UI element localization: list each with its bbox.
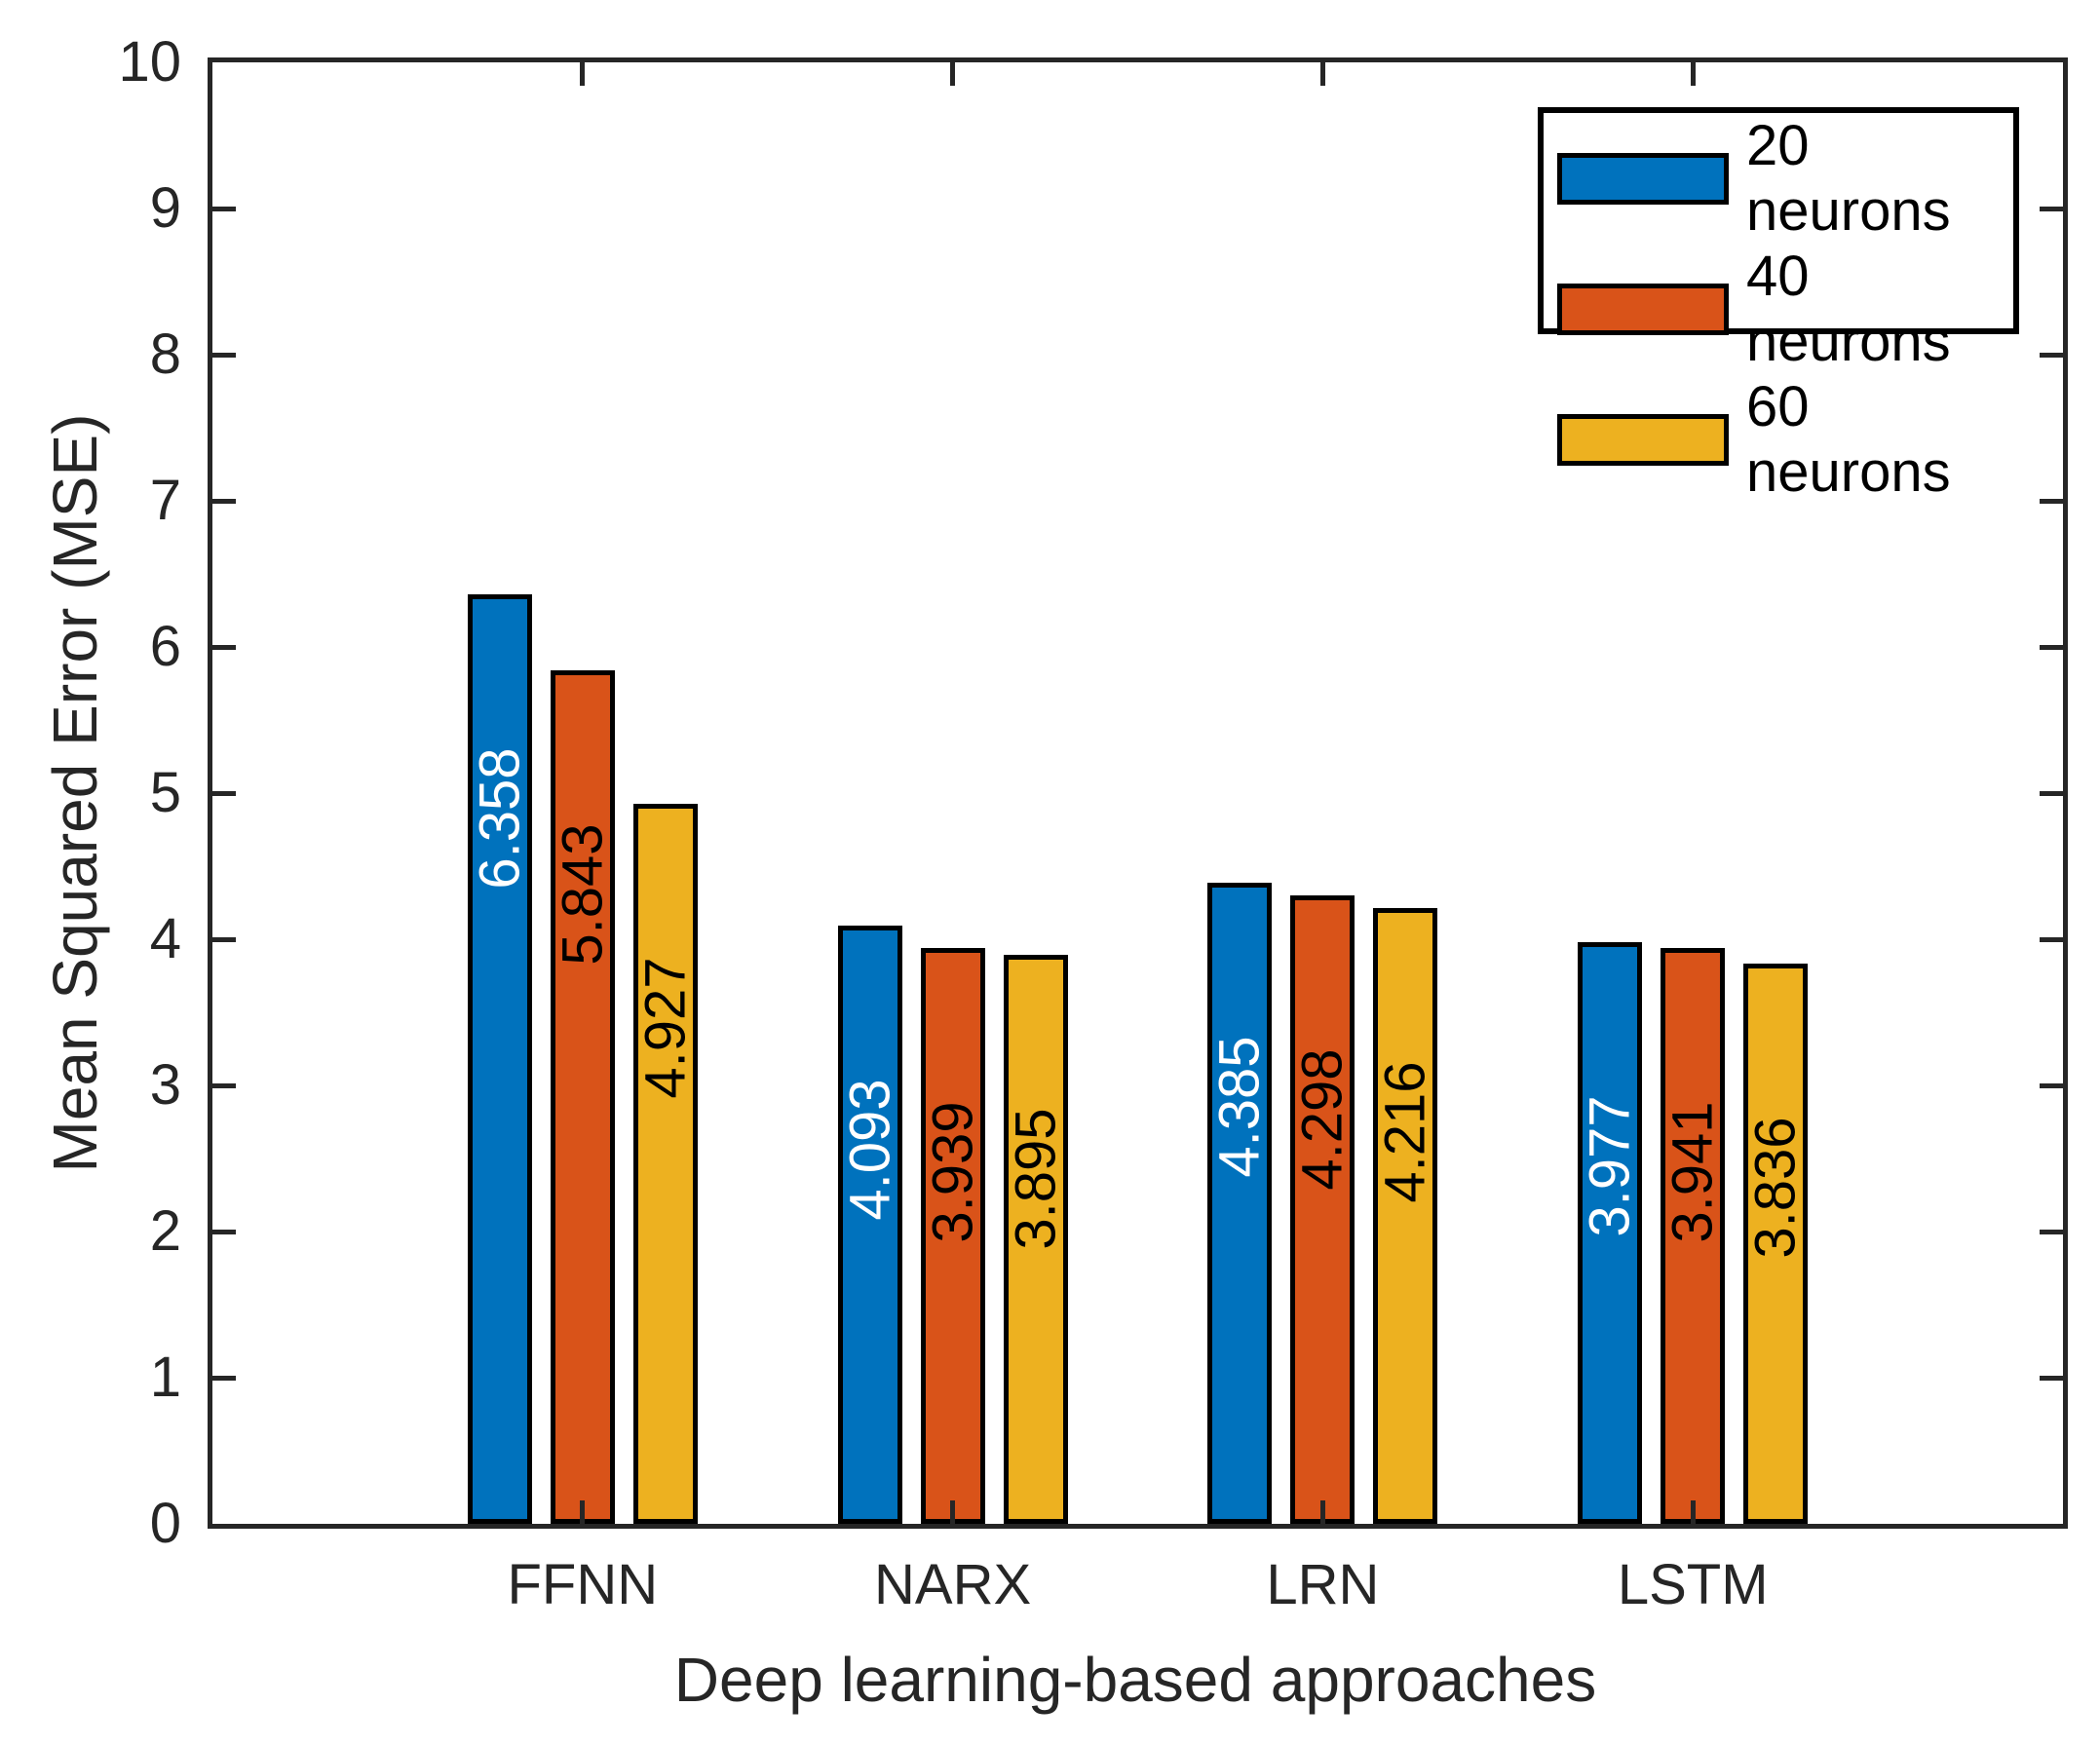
x-tick-label: LSTM <box>1617 1553 1769 1616</box>
y-tick-label: 8 <box>149 322 181 386</box>
y-tick-label: 10 <box>118 30 181 94</box>
y-tick-label: 1 <box>149 1346 181 1409</box>
y-tick <box>212 498 236 504</box>
bar-lstm-20-neurons: 3.977 <box>1578 942 1643 1524</box>
x-tick <box>950 1500 956 1524</box>
legend-swatch-20-neurons <box>1557 152 1729 205</box>
bar-value-label: 3.977 <box>1578 1095 1642 1238</box>
legend-label: 40 neurons <box>1746 245 1951 373</box>
y-tick <box>212 352 236 358</box>
y-tick <box>212 1082 236 1088</box>
y-tick <box>2040 206 2063 211</box>
y-tick <box>212 1229 236 1234</box>
bar-lstm-60-neurons: 3.836 <box>1743 963 1809 1524</box>
y-tick <box>212 1375 236 1381</box>
y-tick-label: 9 <box>149 176 181 240</box>
y-tick <box>212 790 236 796</box>
y-tick <box>212 644 236 650</box>
bar-lstm-40-neurons: 3.941 <box>1661 947 1726 1524</box>
legend-swatch-60-neurons <box>1557 413 1729 466</box>
y-tick-label: 7 <box>149 469 181 532</box>
y-tick <box>2040 1229 2063 1234</box>
bar-narx-20-neurons: 4.093 <box>837 926 902 1524</box>
x-tick <box>580 1500 586 1524</box>
y-tick <box>2040 1082 2063 1088</box>
bar-value-label: 3.895 <box>1004 1108 1068 1250</box>
x-axis-label: Deep learning-based approaches <box>673 1645 1597 1715</box>
bar-value-label: 4.216 <box>1373 1061 1437 1203</box>
x-tick <box>1690 1500 1696 1524</box>
y-tick-label: 3 <box>149 1053 181 1117</box>
y-tick <box>2040 644 2063 650</box>
bar-narx-40-neurons: 3.939 <box>920 948 985 1524</box>
legend-item: 60 neurons <box>1557 374 2013 505</box>
bar-value-label: 4.927 <box>633 957 698 1099</box>
y-tick <box>2040 498 2063 504</box>
x-tick <box>1319 1500 1325 1524</box>
bar-value-label: 4.298 <box>1290 1048 1355 1191</box>
legend-item: 20 neurons <box>1557 113 2013 244</box>
bar-lrn-40-neurons: 4.298 <box>1290 895 1355 1524</box>
bar-value-label: 3.941 <box>1661 1101 1725 1243</box>
y-tick-label: 2 <box>149 1199 181 1263</box>
x-tick <box>1319 62 1325 86</box>
bar-ffnn-60-neurons: 4.927 <box>632 803 698 1524</box>
legend-item: 40 neurons <box>1557 244 2013 374</box>
y-tick-label: 4 <box>149 907 181 970</box>
bar-narx-60-neurons: 3.895 <box>1003 954 1068 1524</box>
y-tick <box>2040 936 2063 942</box>
x-tick-label: FFNN <box>507 1553 659 1616</box>
bar-ffnn-40-neurons: 5.843 <box>550 669 615 1524</box>
x-tick <box>580 62 586 86</box>
x-tick <box>950 62 956 86</box>
legend-label: 60 neurons <box>1746 375 1951 504</box>
bar-ffnn-20-neurons: 6.358 <box>467 594 532 1524</box>
legend-swatch-40-neurons <box>1557 283 1729 335</box>
bar-value-label: 4.093 <box>838 1079 902 1221</box>
bar-value-label: 3.836 <box>1743 1117 1808 1259</box>
bar-lrn-20-neurons: 4.385 <box>1207 883 1273 1524</box>
y-tick-label: 6 <box>149 615 181 678</box>
x-tick-label: NARX <box>874 1553 1032 1616</box>
y-tick <box>2040 1375 2063 1381</box>
y-tick-label: 5 <box>149 761 181 824</box>
legend-label: 20 neurons <box>1746 114 1951 243</box>
bar-value-label: 6.358 <box>468 747 532 890</box>
y-tick <box>212 936 236 942</box>
legend: 20 neurons 40 neurons 60 neurons <box>1538 107 2019 504</box>
x-tick-label: LRN <box>1266 1553 1380 1616</box>
y-tick <box>2040 790 2063 796</box>
bar-value-label: 3.939 <box>921 1101 985 1243</box>
y-tick <box>212 206 236 211</box>
bar-lrn-60-neurons: 4.216 <box>1373 907 1438 1524</box>
y-tick <box>2040 352 2063 358</box>
x-tick <box>1690 62 1696 86</box>
bar-value-label: 5.843 <box>551 822 615 966</box>
y-tick-label: 0 <box>149 1492 181 1555</box>
bar-value-label: 4.385 <box>1207 1036 1272 1178</box>
